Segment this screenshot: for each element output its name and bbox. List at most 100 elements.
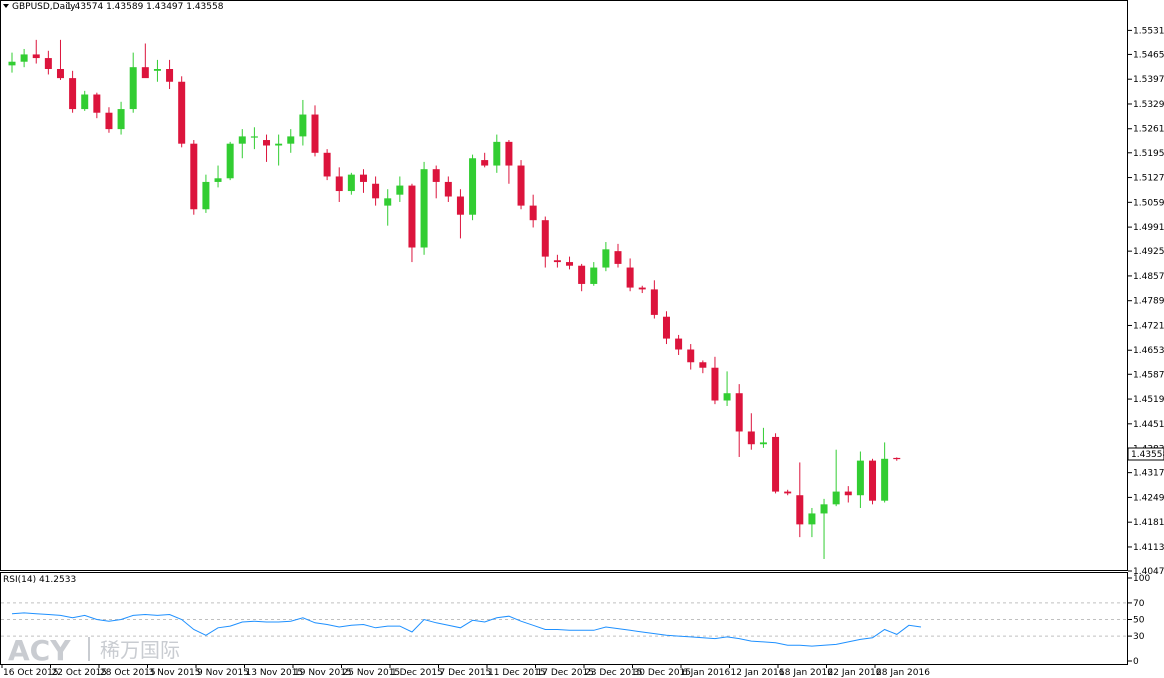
rsi-layer: 100 70 50 30 0 <box>1 574 1150 667</box>
price-tick-label-0: 1.55310 <box>1133 26 1164 36</box>
price-tick-label-15: 1.45190 <box>1133 395 1164 405</box>
current-price-label: 1.43558 <box>1131 450 1164 460</box>
time-tick-label-17: 22 Jan 2016 <box>828 668 882 678</box>
candle-body-48 <box>590 267 598 284</box>
candle-body-35 <box>432 169 440 182</box>
candle-body-43 <box>529 205 537 221</box>
candle-body-25 <box>311 114 319 153</box>
candle-body-21 <box>263 140 271 146</box>
candle-body-62 <box>759 442 767 445</box>
candle-body-5 <box>69 78 77 110</box>
price-tick-label-18: 1.43170 <box>1133 469 1164 479</box>
candle-body-44 <box>541 220 549 257</box>
candle-body-6 <box>81 94 89 110</box>
candle-body-14 <box>178 81 186 144</box>
rsi-panel[interactable] <box>0 572 1128 665</box>
candle-body-11 <box>141 67 149 79</box>
time-tick-label-16: 18 Jan 2016 <box>779 668 833 678</box>
candle-body-51 <box>626 267 634 288</box>
price-tick-label-11: 1.47890 <box>1133 297 1164 307</box>
time-tick-label-15: 12 Jan 2016 <box>731 668 785 678</box>
price-axis: 1.55310 1.54650 1.53970 1.53290 1.52610 1.519… <box>1128 26 1164 577</box>
rsi-tick-label-30: 30 <box>1133 632 1145 642</box>
candle-body-39 <box>481 160 489 166</box>
time-tick-label-13: 30 Dec 2015 <box>634 668 692 678</box>
time-tick-label-0: 16 Oct 2015 <box>3 668 59 678</box>
candle-body-19 <box>238 136 246 144</box>
candle-body-64 <box>784 491 792 494</box>
price-tick-label-9: 1.49250 <box>1133 247 1164 257</box>
candle-body-9 <box>117 109 125 130</box>
candle-body-66 <box>808 513 816 525</box>
price-tick-label-6: 1.51270 <box>1133 174 1164 184</box>
chart-ohlc: 1.43574 1.43589 1.43497 1.43558 <box>66 2 224 12</box>
candle-body-26 <box>323 152 331 177</box>
price-tick-label-22: 1.40470 <box>1133 567 1164 577</box>
candle-body-20 <box>250 136 258 138</box>
candle-body-17 <box>214 178 222 182</box>
candle-body-45 <box>553 260 561 263</box>
time-tick-label-14: 6 Jan 2016 <box>682 668 730 678</box>
candle-body-56 <box>687 349 695 363</box>
price-tick-label-10: 1.48570 <box>1133 272 1164 282</box>
candle-body-73 <box>893 457 901 460</box>
price-tick-label-14: 1.45870 <box>1133 370 1164 380</box>
candle-body-3 <box>44 58 52 70</box>
time-tick-label-4: 9 Nov 2015 <box>197 668 249 678</box>
time-tick-label-1: 22 Oct 2015 <box>52 668 108 678</box>
time-tick-label-8: 1 Dec 2015 <box>391 668 443 678</box>
candle-body-59 <box>723 393 731 401</box>
candle-body-68 <box>832 491 840 505</box>
candle-body-7 <box>93 94 101 113</box>
candle-body-38 <box>469 158 477 215</box>
candle-body-15 <box>190 143 198 210</box>
acy-watermark: ACY 稀万国际 <box>8 634 180 667</box>
candle-body-63 <box>772 436 780 492</box>
price-tick-label-16: 1.44510 <box>1133 420 1164 430</box>
dropdown-triangle-icon[interactable] <box>3 4 9 8</box>
candle-body-2 <box>32 54 40 59</box>
price-tick-label-7: 1.50590 <box>1133 198 1164 208</box>
price-panel[interactable] <box>0 0 1128 571</box>
price-tick-label-4: 1.52610 <box>1133 125 1164 135</box>
candle-body-40 <box>493 141 501 166</box>
candle-body-49 <box>602 249 610 268</box>
candle-body-46 <box>566 262 574 266</box>
time-tick-label-18: 28 Jan 2016 <box>876 668 930 678</box>
rsi-label: RSI(14) 41.2533 <box>3 575 76 585</box>
price-tick-label-12: 1.47210 <box>1133 321 1164 331</box>
candle-body-37 <box>456 196 464 215</box>
candles-layer <box>8 39 901 559</box>
price-tick-label-8: 1.49910 <box>1133 223 1164 233</box>
candle-body-1 <box>20 54 28 62</box>
candle-body-28 <box>347 174 355 192</box>
candle-body-57 <box>699 362 707 368</box>
watermark-chinese: 稀万国际 <box>100 638 180 662</box>
time-tick-label-9: 7 Dec 2015 <box>440 668 492 678</box>
rsi-tick-label-70: 70 <box>1133 599 1145 609</box>
price-tick-label-3: 1.53290 <box>1133 100 1164 110</box>
candle-body-31 <box>384 198 392 206</box>
watermark-divider <box>88 637 90 661</box>
candle-body-27 <box>335 176 343 192</box>
candle-body-22 <box>275 143 283 146</box>
price-tick-label-20: 1.41810 <box>1133 518 1164 528</box>
candle-body-53 <box>650 289 658 315</box>
candle-body-13 <box>166 69 174 82</box>
candle-body-58 <box>711 367 719 401</box>
time-tick-label-12: 23 Dec 2015 <box>585 668 643 678</box>
rsi-line <box>11 612 922 647</box>
candle-body-65 <box>796 495 804 525</box>
candle-body-70 <box>856 460 864 496</box>
candle-body-54 <box>662 316 670 339</box>
current-price-tag <box>1127 447 1164 461</box>
price-tick-label-19: 1.42490 <box>1133 493 1164 503</box>
rsi-tick-label-0: 0 <box>1133 657 1139 667</box>
price-tick-label-21: 1.41130 <box>1133 543 1164 553</box>
candle-body-32 <box>396 185 404 195</box>
watermark-logo: ACY <box>8 634 71 667</box>
time-tick-label-6: 19 Nov 2015 <box>294 668 352 678</box>
candle-body-72 <box>881 458 889 501</box>
